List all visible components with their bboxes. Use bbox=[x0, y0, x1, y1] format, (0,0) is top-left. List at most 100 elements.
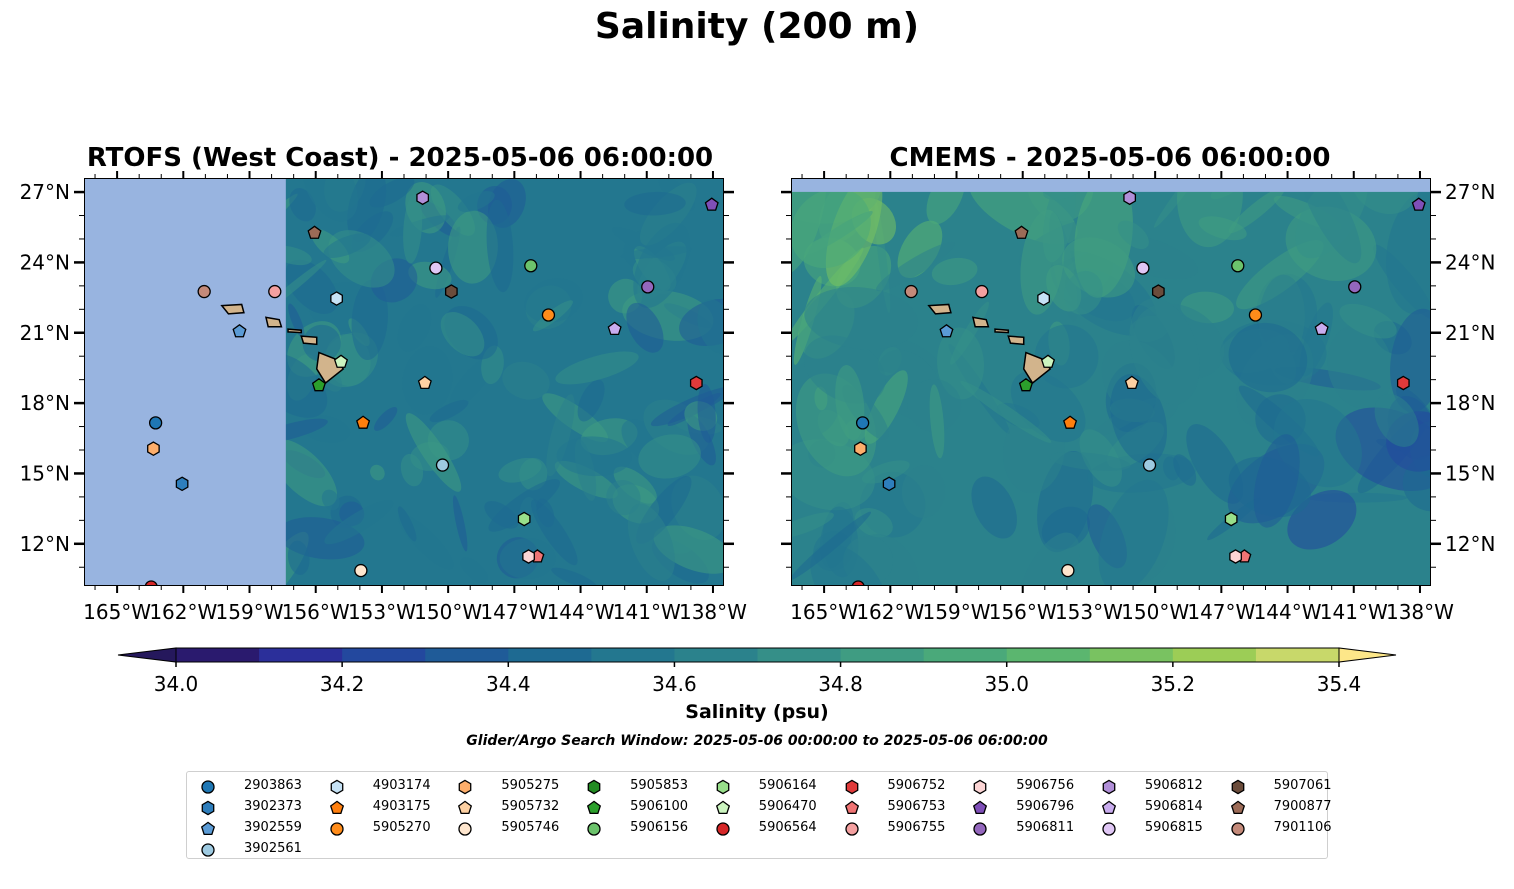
colorbar-tick-label: 35.4 bbox=[1316, 672, 1362, 696]
no-data-region bbox=[85, 179, 286, 585]
platform-marker-4903174 bbox=[1037, 291, 1050, 306]
y-tick-label: 12°N bbox=[1445, 532, 1495, 556]
x-tick-label: 144°W bbox=[547, 600, 615, 624]
legend-label: 5906755 bbox=[887, 820, 946, 835]
platform-marker-5906564 bbox=[851, 580, 865, 585]
colorbar-segment bbox=[674, 648, 758, 662]
panel-title-rtofs: RTOFS (West Coast) - 2025-05-06 06:00:00 bbox=[86, 143, 714, 173]
legend-entry-7901106: 7901106 bbox=[1229, 818, 1349, 838]
legend-marker-hexagon bbox=[845, 779, 858, 795]
legend-label: 5906100 bbox=[630, 799, 688, 814]
platform-marker-5905270 bbox=[1248, 308, 1263, 322]
legend-label: 5905275 bbox=[501, 778, 560, 793]
platform-marker-5906156 bbox=[524, 259, 538, 273]
legend-entry-5905270: 5905270 bbox=[328, 818, 448, 838]
y-tick-label: 15°N bbox=[20, 461, 70, 485]
x-tick-label: 159°W bbox=[216, 600, 284, 624]
platform-marker-5905275 bbox=[854, 441, 867, 457]
colorbar-under-extend bbox=[117, 647, 177, 663]
legend-label: 5906796 bbox=[1016, 799, 1075, 814]
colorbar-tick-label: 34.4 bbox=[486, 672, 531, 696]
colorbar-segment bbox=[757, 648, 842, 662]
legend-label: 5906564 bbox=[758, 820, 817, 835]
platform-marker-4903175 bbox=[356, 415, 371, 429]
legend-marker-circle bbox=[587, 822, 601, 836]
platform-marker-5905275 bbox=[147, 441, 160, 457]
platform-marker-5906756 bbox=[522, 549, 535, 564]
x-tick-label: 162°W bbox=[856, 600, 924, 624]
platform-marker-5906815 bbox=[1136, 261, 1150, 275]
y-tick-label: 12°N bbox=[20, 532, 70, 556]
platform-marker-3902559 bbox=[232, 324, 247, 338]
legend-marker-pentagon bbox=[1230, 800, 1245, 814]
map-cmems bbox=[791, 178, 1431, 586]
colorbar-segment bbox=[1089, 648, 1174, 662]
legend-entry-3902559: 3902559 bbox=[199, 818, 319, 838]
legend-entry-3902373: 3902373 bbox=[199, 797, 319, 817]
panel-title-cmems: CMEMS - 2025-05-06 06:00:00 bbox=[889, 143, 1331, 173]
platform-marker-5906811 bbox=[641, 280, 655, 294]
legend-marker-hexagon bbox=[716, 779, 730, 795]
salinity-field bbox=[792, 179, 1430, 585]
x-tick-label: 138°W bbox=[1386, 600, 1454, 624]
platform-marker-5906100 bbox=[1018, 377, 1033, 392]
legend-entry-5906564: 5906564 bbox=[714, 818, 834, 838]
x-tick-label: 162°W bbox=[149, 600, 217, 624]
platform-marker-5905746 bbox=[354, 563, 368, 578]
platform-marker-5906752 bbox=[1396, 375, 1410, 391]
y-tick-label: 27°N bbox=[1445, 180, 1495, 204]
x-tick-label: 165°W bbox=[790, 600, 858, 624]
legend-marker-pentagon bbox=[844, 800, 859, 814]
legend-label: 5905270 bbox=[372, 820, 431, 835]
platform-marker-3902561 bbox=[435, 458, 450, 472]
legend-entry-5906470: 5906470 bbox=[714, 797, 834, 817]
platform-marker-5906812 bbox=[1123, 190, 1137, 206]
legend-label: 5906753 bbox=[887, 799, 946, 814]
legend-entry-5905275: 5905275 bbox=[456, 776, 576, 796]
legend-entry-3902561: 3902561 bbox=[199, 839, 319, 859]
y-tick-label: 15°N bbox=[1445, 461, 1495, 485]
colorbar-segment bbox=[1172, 648, 1257, 662]
legend-entry-5905853: 5905853 bbox=[585, 776, 705, 796]
platform-marker-5906752 bbox=[689, 375, 703, 391]
legend-label: 5905746 bbox=[501, 820, 560, 835]
legend-label: 5907061 bbox=[1273, 778, 1332, 793]
x-tick-label: 156°W bbox=[989, 600, 1057, 624]
legend-marker-circle bbox=[330, 822, 344, 836]
legend-marker-circle bbox=[844, 822, 859, 836]
platform-marker-5905732 bbox=[417, 375, 432, 389]
legend-entry-5906815: 5906815 bbox=[1100, 818, 1220, 838]
legend-label: 3902561 bbox=[244, 841, 302, 856]
axes-layer: 165°W162°W159°W156°W153°W150°W147°W144°W… bbox=[20, 171, 1495, 624]
map-rtofs bbox=[84, 178, 724, 586]
no-data-region bbox=[792, 179, 1430, 192]
legend-entry-5906164: 5906164 bbox=[714, 776, 834, 796]
y-tick-label: 18°N bbox=[1445, 391, 1495, 415]
legend-label: 7900877 bbox=[1273, 799, 1332, 814]
platform-marker-5906814 bbox=[607, 321, 622, 336]
colorbar-segment bbox=[176, 648, 260, 662]
colorbar-tick-label: 34.6 bbox=[652, 672, 697, 696]
platform-marker-2903863 bbox=[148, 416, 163, 430]
legend-entry-5906811: 5906811 bbox=[971, 818, 1091, 838]
colorbar-tick-label: 35.2 bbox=[1150, 672, 1196, 696]
colorbar-segment bbox=[259, 648, 343, 662]
legend-label: 5905732 bbox=[501, 799, 560, 814]
colorbar-tick-label: 35.0 bbox=[984, 672, 1029, 696]
x-tick-label: 147°W bbox=[480, 600, 548, 624]
legend-marker-hexagon bbox=[1231, 779, 1244, 795]
x-tick-label: 153°W bbox=[348, 600, 416, 624]
x-tick-label: 153°W bbox=[1055, 600, 1123, 624]
colorbar-segment bbox=[1255, 648, 1340, 662]
platform-marker-5905746 bbox=[1061, 563, 1075, 578]
platform-marker-3902373 bbox=[882, 476, 896, 492]
legend-entry-4903175: 4903175 bbox=[328, 797, 448, 817]
legend-entry-5906752: 5906752 bbox=[843, 776, 963, 796]
y-tick-label: 21°N bbox=[1445, 321, 1495, 345]
search-window-note: Glider/Argo Search Window: 2025-05-06 00… bbox=[466, 733, 1048, 749]
x-tick-label: 138°W bbox=[679, 600, 747, 624]
colorbar-segment bbox=[342, 648, 426, 662]
legend-label: 5906470 bbox=[758, 799, 817, 814]
platform-marker-5906796 bbox=[1411, 197, 1426, 211]
platform-marker-5906815 bbox=[429, 261, 443, 275]
